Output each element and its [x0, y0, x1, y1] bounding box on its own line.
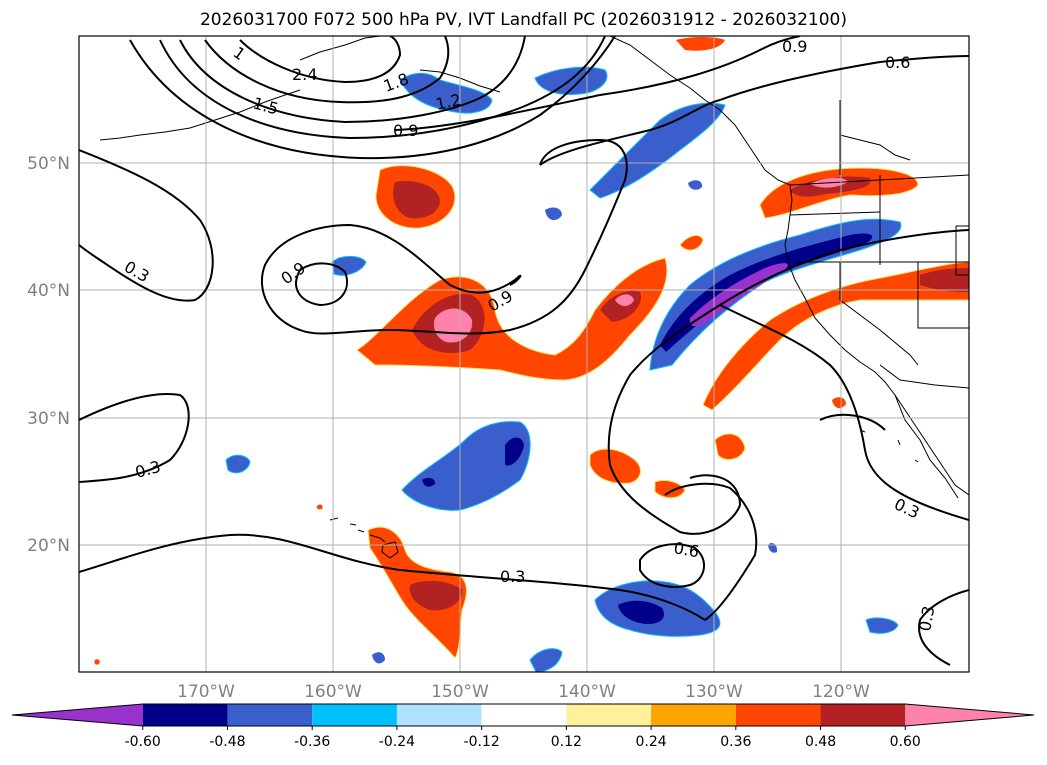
colorbar-tick-label: -0.24	[379, 734, 415, 750]
colorbar-segment	[481, 704, 567, 726]
coastlines	[99, 36, 969, 559]
contour-label: 0.6	[672, 538, 700, 561]
lon-label: 150°W	[431, 682, 489, 702]
positive-anomalies	[94, 165, 969, 665]
page-title: 2026031700 F072 500 hPa PV, IVT Landfall…	[199, 10, 847, 30]
contour-label: 0.3	[915, 604, 938, 632]
contour-label: 0.6	[885, 53, 910, 72]
lon-label: 160°W	[304, 682, 362, 702]
map-frame	[78, 35, 970, 673]
gridlines	[79, 36, 969, 672]
colorbar-segment	[312, 704, 397, 726]
colorbar-segment	[735, 704, 821, 726]
longitude-labels: 170°W 160°W 150°W 140°W 130°W 120°W	[177, 682, 870, 702]
colorbar-tick-label: 0.36	[720, 734, 751, 750]
contour-label: 0.3	[500, 567, 525, 586]
colorbar-tick-label: -0.36	[294, 734, 330, 750]
colorbar-tick-label: 0.24	[636, 734, 667, 750]
lat-label: 50°N	[27, 154, 70, 174]
contour-label: 2.4	[292, 65, 317, 84]
colorbar-extend-max	[905, 704, 1034, 726]
lat-label: 20°N	[27, 536, 70, 556]
lon-label: 140°W	[558, 682, 616, 702]
colorbar	[11, 703, 1035, 727]
colorbar-tick-label: -0.48	[209, 734, 245, 750]
contour-label: 0.9	[393, 121, 418, 140]
colorbar-segment	[566, 704, 652, 726]
lat-label: 30°N	[27, 409, 70, 429]
contour-label: 0.9	[782, 37, 807, 56]
colorbar-tick-label: 0.12	[551, 734, 582, 750]
lon-label: 120°W	[812, 682, 870, 702]
colorbar-tick-label: -0.60	[125, 734, 161, 750]
colorbar-segment	[820, 704, 906, 726]
colorbar-segment	[142, 704, 228, 726]
colorbar-tick-label: -0.12	[464, 734, 500, 750]
colorbar-ticks: -0.60 -0.48 -0.36 -0.24 -0.12 0.12 0.24 0.36 0.4…	[125, 726, 921, 750]
lon-label: 130°W	[685, 682, 743, 702]
colorbar-extend-min	[12, 704, 143, 726]
colorbar-segment	[227, 704, 313, 726]
colorbar-segment	[396, 704, 482, 726]
colorbar-tick-label: 0.60	[890, 734, 921, 750]
colorbar-tick-label: 0.48	[805, 734, 836, 750]
contour-label: 1.2	[434, 90, 463, 114]
lon-label: 170°W	[177, 682, 235, 702]
colorbar-segment	[651, 704, 736, 726]
latitude-labels: 50°N 40°N 30°N 20°N	[27, 154, 70, 556]
lat-label: 40°N	[27, 281, 70, 301]
map-area: 2.4 1.8 1.5 1.2 1 0.9 0.9 0.9 0.9 0.6 0.…	[79, 36, 969, 672]
pv-contours	[79, 36, 969, 666]
